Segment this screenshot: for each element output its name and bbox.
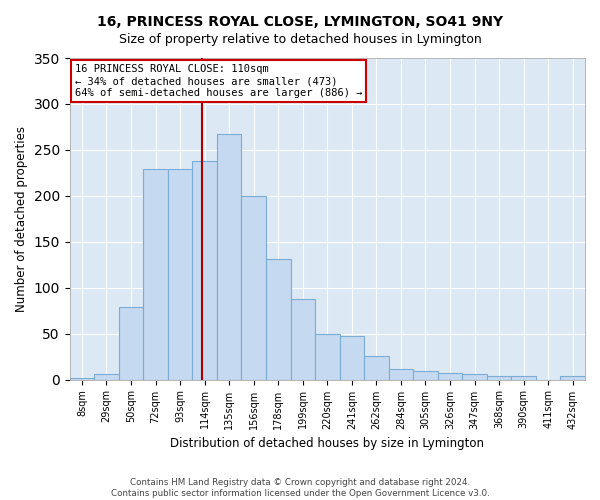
Bar (487, 376, 511, 380)
Bar (168, 169, 193, 380)
Bar (340, 336, 364, 380)
Bar (511, 376, 536, 380)
Bar (364, 356, 389, 380)
Text: Contains HM Land Registry data © Crown copyright and database right 2024.
Contai: Contains HM Land Registry data © Crown c… (110, 478, 490, 498)
Y-axis label: Number of detached properties: Number of detached properties (15, 126, 28, 312)
Bar (119, 307, 143, 380)
Bar (462, 374, 487, 380)
Text: 16 PRINCESS ROYAL CLOSE: 110sqm
← 34% of detached houses are smaller (473)
64% o: 16 PRINCESS ROYAL CLOSE: 110sqm ← 34% of… (75, 64, 362, 98)
Bar (217, 134, 241, 380)
Bar (315, 334, 340, 380)
Bar (143, 169, 168, 380)
Bar (193, 161, 217, 380)
Text: 16, PRINCESS ROYAL CLOSE, LYMINGTON, SO41 9NY: 16, PRINCESS ROYAL CLOSE, LYMINGTON, SO4… (97, 15, 503, 29)
Bar (94, 374, 119, 380)
Bar (438, 373, 462, 380)
Bar (266, 259, 290, 380)
Bar (70, 378, 94, 380)
Bar (290, 298, 315, 380)
Bar (560, 376, 585, 380)
X-axis label: Distribution of detached houses by size in Lymington: Distribution of detached houses by size … (170, 437, 484, 450)
Bar (389, 368, 413, 380)
Bar (413, 372, 438, 380)
Text: Size of property relative to detached houses in Lymington: Size of property relative to detached ho… (119, 32, 481, 46)
Bar (241, 196, 266, 380)
